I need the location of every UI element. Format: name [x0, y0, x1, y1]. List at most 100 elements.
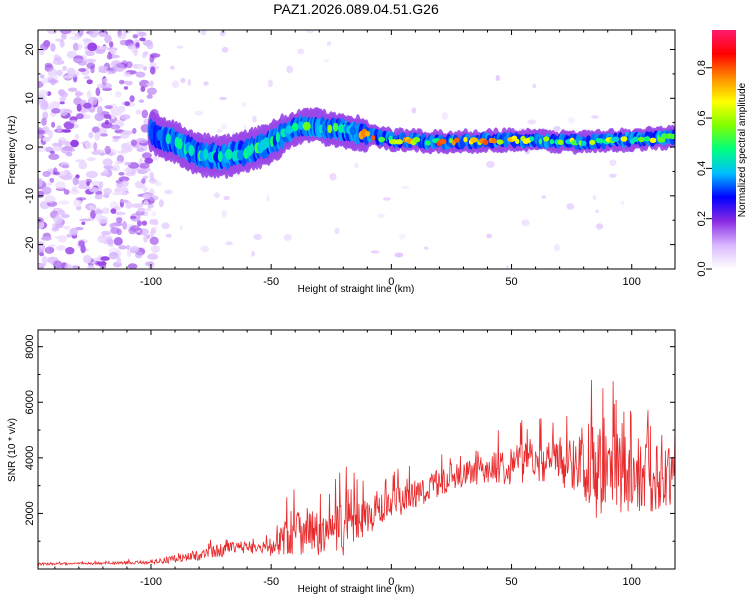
ridge-core — [515, 138, 520, 145]
heatmap-noise-blob — [51, 227, 59, 232]
ridge-core — [395, 139, 403, 145]
snr-y-ticks: 2000 4000 6000 8000 — [24, 334, 675, 542]
heatmap-faint-blob — [398, 233, 406, 240]
snr-frame — [37, 329, 676, 570]
heatmap-noise-blob — [99, 262, 107, 269]
heatmap-noise-blob — [44, 195, 56, 204]
heatmap-noise-blob — [130, 139, 138, 147]
heatmap-noise-blob — [78, 68, 87, 72]
heatmap-faint-blob — [595, 209, 599, 214]
heatmap-noise-blob — [123, 86, 129, 90]
heatmap-faint-blob — [187, 78, 191, 86]
heatmap-noise-blob — [70, 139, 79, 148]
heatmap-noise-blob — [73, 97, 83, 106]
heatmap-faint-blob — [608, 173, 617, 178]
heatmap-noise-blob — [109, 223, 115, 229]
heatmap-noise-blob — [143, 175, 149, 180]
x-tick-label: -100 — [140, 276, 162, 288]
heatmap-noise-blob — [59, 140, 69, 145]
heatmap-faint-blob — [220, 124, 228, 130]
heatmap-noise-blob — [137, 169, 148, 174]
ridge-core — [378, 136, 386, 143]
heatmap-noise-blob — [53, 260, 63, 269]
heatmap-noise-blob — [57, 235, 68, 243]
heatmap-noise-blob — [91, 150, 101, 155]
heatmap-noise-blob — [110, 111, 116, 120]
heatmap-noise-blob — [107, 238, 114, 247]
heatmap-noise-blob — [91, 180, 101, 187]
spectrogram-x-ticks: -100 -50 0 50 100 — [54, 30, 657, 288]
heatmap-noise-blob — [147, 253, 159, 260]
heatmap-noise-blob — [114, 62, 125, 72]
heatmap-faint-blob — [165, 233, 172, 238]
heatmap-noise-blob — [88, 30, 99, 38]
heatmap-faint-blob — [286, 65, 293, 74]
heatmap-noise-blob — [94, 209, 104, 215]
figure-title: PAZ1.2026.089.04.51.G26 — [273, 1, 439, 17]
heatmap-noise-blob — [124, 71, 131, 76]
heatmap-noise-blob — [50, 78, 56, 86]
y-tick-label: 2000 — [24, 501, 36, 525]
heatmap-noise-blob — [83, 254, 92, 264]
heatmap-noise-blob — [118, 245, 127, 250]
heatmap-faint-blob — [171, 80, 179, 89]
heatmap-noise-blob — [60, 91, 69, 98]
heatmap-faint-blob — [200, 245, 210, 253]
spectrogram-heatmap — [38, 30, 675, 269]
heatmap-noise-blob — [114, 211, 126, 216]
heatmap-noise-blob — [51, 145, 62, 152]
heatmap-noise-blob — [147, 203, 154, 209]
spectrogram-x-axis-label: Height of straight line (km) — [298, 284, 415, 295]
heatmap-faint-blob — [152, 226, 158, 230]
x-tick-label: 50 — [505, 576, 517, 588]
heatmap-noise-blob — [52, 60, 59, 64]
heatmap-noise-blob — [95, 190, 103, 196]
heatmap-noise-blob — [110, 124, 121, 130]
snr-panel: -100 -50 0 50 100 2000 4000 6000 8000 Height of… — [7, 329, 676, 595]
heatmap-noise-blob — [40, 43, 49, 51]
ridge-core — [322, 124, 326, 134]
colorbar-label: Normalized spectral amplitude — [737, 82, 748, 217]
heatmap-noise-blob — [61, 213, 70, 219]
heatmap-faint-blob — [568, 117, 575, 124]
heatmap-faint-blob — [394, 252, 404, 258]
heatmap-noise-blob — [98, 32, 107, 38]
heatmap-faint-blob — [495, 75, 500, 81]
heatmap-noise-blob — [59, 101, 65, 105]
snr-x-ticks: -100 -50 0 50 100 — [54, 330, 657, 588]
heatmap-noise-blob — [79, 218, 92, 222]
heatmap-faint-blob — [161, 222, 170, 230]
heatmap-noise-blob — [58, 200, 70, 205]
ridge-core — [482, 139, 489, 146]
y-tick-label: -10 — [24, 188, 36, 204]
heatmap-noise-blob — [102, 207, 110, 215]
heatmap-noise-blob — [71, 186, 78, 193]
ridge-core — [611, 136, 620, 142]
heatmap-noise-blob — [125, 61, 133, 69]
heatmap-noise-blob — [93, 142, 98, 151]
heatmap-noise-blob — [86, 180, 91, 186]
ridge-core — [149, 128, 153, 140]
heatmap-noise-blob — [42, 136, 51, 142]
heatmap-faint-blob — [219, 96, 227, 101]
heatmap-noise-blob — [97, 194, 105, 198]
heatmap-noise-blob — [146, 87, 157, 95]
ridge-core — [463, 136, 468, 143]
heatmap-noise-blob — [64, 263, 72, 269]
ridge-core — [529, 136, 534, 142]
heatmap-faint-blob — [411, 107, 417, 114]
heatmap-noise-blob — [116, 257, 122, 264]
ridge-core — [298, 121, 304, 130]
heatmap-noise-blob — [44, 246, 55, 254]
heatmap-noise-blob — [63, 225, 71, 230]
ridge-core — [438, 138, 447, 145]
colorbar-gradient — [712, 30, 736, 269]
heatmap-noise-blob — [46, 182, 52, 187]
heatmap-noise-blob — [142, 193, 151, 200]
heatmap-faint-blob — [354, 162, 359, 169]
heatmap-faint-blob — [225, 241, 233, 246]
heatmap-noise-blob — [42, 171, 51, 177]
colorbar-tick-label: 0.8 — [696, 60, 708, 75]
colorbar-tick-label: 0.0 — [696, 261, 708, 276]
